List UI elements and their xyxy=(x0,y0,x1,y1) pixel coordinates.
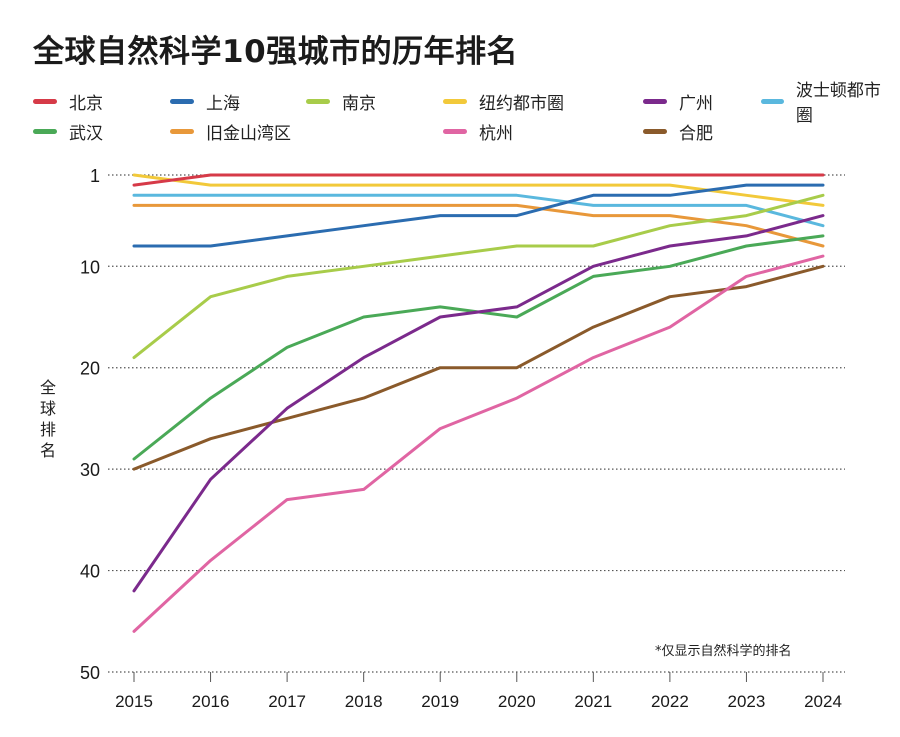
footnote: *仅显示自然科学的排名 xyxy=(655,644,792,659)
y-tick-label: 50 xyxy=(80,663,100,683)
series-line-北京 xyxy=(132,173,825,187)
legend-label: 北京 xyxy=(69,93,103,114)
legend-swatch xyxy=(643,98,667,104)
series-line-波士顿都市圈 xyxy=(132,193,825,228)
x-tick-label: 2021 xyxy=(574,692,612,711)
legend-swatch xyxy=(170,128,194,134)
legend-label: 上海 xyxy=(206,93,240,114)
legend-swatch xyxy=(306,98,330,104)
series-line-南京 xyxy=(132,193,825,360)
legend-label: 纽约都市圈 xyxy=(479,93,564,114)
series-line-广州 xyxy=(132,214,825,593)
y-tick-label: 30 xyxy=(80,460,100,480)
x-tick-label: 2019 xyxy=(421,692,459,711)
x-tick-label: 2024 xyxy=(804,692,842,711)
legend-item: 杭州 xyxy=(443,118,513,144)
legend-label: 南京 xyxy=(342,93,376,114)
x-tick-label: 2022 xyxy=(651,692,689,711)
legend-label: 杭州 xyxy=(479,123,513,144)
legend-item: 北京 xyxy=(33,88,103,114)
legend-item: 旧金山湾区 xyxy=(170,118,291,144)
x-tick-label: 2017 xyxy=(268,692,306,711)
series-line-杭州 xyxy=(132,254,825,633)
legend-swatch xyxy=(443,128,467,134)
y-axis-label-char: 名 xyxy=(39,441,56,460)
legend-label: 旧金山湾区 xyxy=(206,123,291,144)
x-tick-label: 2020 xyxy=(498,692,536,711)
y-axis-label-char: 球 xyxy=(39,399,56,418)
legend-item: 纽约都市圈 xyxy=(443,88,564,114)
legend-item: 南京 xyxy=(306,88,376,114)
y-tick-label: 1 xyxy=(90,166,100,186)
series-line-合肥 xyxy=(132,264,825,471)
legend-swatch xyxy=(33,98,57,104)
legend-label: 合肥 xyxy=(679,123,713,144)
legend-label: 广州 xyxy=(679,93,713,114)
x-tick-label: 2015 xyxy=(115,692,153,711)
y-axis-label-char: 排 xyxy=(39,420,56,439)
y-tick-label: 10 xyxy=(80,257,100,277)
legend-item: 广州 xyxy=(643,88,713,114)
legend-swatch xyxy=(643,128,667,134)
legend-label: 武汉 xyxy=(69,123,103,144)
legend-swatch xyxy=(170,98,194,104)
series-line-武汉 xyxy=(132,234,825,461)
x-tick-label: 2023 xyxy=(728,692,766,711)
y-axis-label: 全球排名 xyxy=(38,377,58,461)
series-line-上海 xyxy=(132,183,825,248)
legend-item: 武汉 xyxy=(33,118,103,144)
chart-title: 全球自然科学10强城市的历年排名 xyxy=(33,34,519,70)
legend-swatch xyxy=(761,98,784,104)
legend-item: 合肥 xyxy=(643,118,713,144)
legend-item: 上海 xyxy=(170,88,240,114)
x-tick-label: 2016 xyxy=(192,692,230,711)
series-line-纽约都市圈 xyxy=(132,173,825,207)
legend-swatch xyxy=(443,98,467,104)
y-tick-label: 40 xyxy=(80,562,100,582)
x-tick-label: 2018 xyxy=(345,692,383,711)
y-axis-label-char: 全 xyxy=(39,378,56,397)
legend-item: 波士顿都市圈 xyxy=(761,81,893,126)
legend-label: 波士顿都市圈 xyxy=(795,81,881,126)
legend-swatch xyxy=(33,128,57,134)
y-tick-label: 20 xyxy=(80,359,100,379)
